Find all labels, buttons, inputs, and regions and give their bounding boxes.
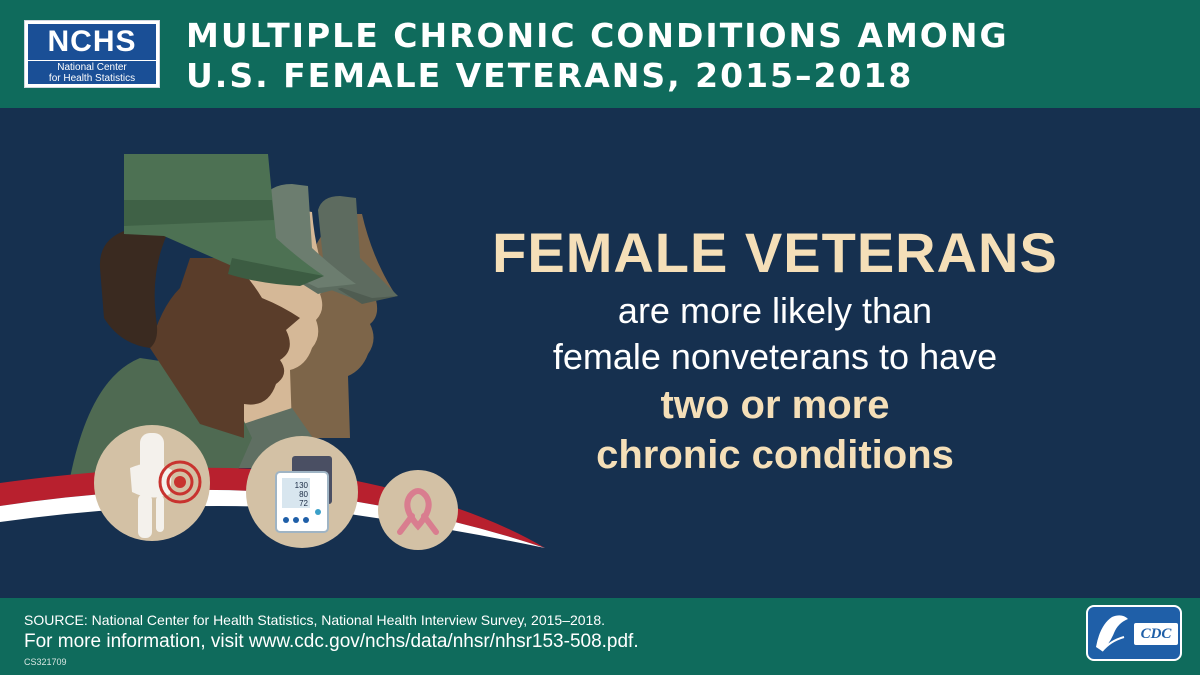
blood-pressure-monitor-icon: 130 80 72 — [246, 436, 358, 548]
bp-systolic: 130 — [295, 481, 309, 490]
header-bar: NCHS National Center for Health Statisti… — [0, 0, 1200, 108]
knee-joint-pain-icon — [94, 425, 210, 541]
emphasis-line-1: two or more — [660, 383, 890, 427]
more-info-link[interactable]: For more information, visit www.cdc.gov/… — [24, 631, 639, 652]
page-title: MULTIPLE CHRONIC CONDITIONS AMONG U.S. F… — [186, 16, 1026, 96]
headline: FEMALE VETERANS — [492, 221, 1058, 284]
veterans-illustration: 130 80 72 — [0, 154, 545, 550]
cdc-logo[interactable]: CDC — [1086, 605, 1182, 661]
title-line-1: MULTIPLE CHRONIC CONDITIONS AMONG — [186, 16, 1009, 55]
nchs-logo-line1: National Center — [57, 62, 127, 73]
bp-diastolic: 80 — [299, 490, 308, 499]
hhs-eagle-icon — [1096, 615, 1128, 652]
title-line-2: U.S. FEMALE VETERANS, 2015–2018 — [186, 56, 914, 95]
cdc-logo-text: CDC — [1134, 623, 1178, 645]
main-message: FEMALE VETERANS are more likely than fem… — [440, 218, 1110, 480]
document-code: CS321709 — [24, 657, 67, 667]
nchs-logo-line2: for Health Statistics — [48, 73, 136, 84]
message-line-1: are more likely than — [617, 290, 933, 331]
footer-bar: SOURCE: National Center for Health Stati… — [0, 598, 1200, 675]
emphasis-line-2: chronic conditions — [596, 433, 954, 477]
awareness-ribbon-icon — [378, 470, 458, 550]
nchs-logo: NCHS National Center for Health Statisti… — [24, 20, 160, 88]
nchs-logo-subtitle: National Center for Health Statistics — [28, 61, 156, 84]
source-note: SOURCE: National Center for Health Stati… — [24, 612, 606, 628]
nchs-logo-name: NCHS — [28, 24, 156, 60]
bp-pulse: 72 — [299, 499, 308, 508]
veteran-silhouettes-icon — [70, 154, 398, 488]
message-line-2: female nonveterans to have — [552, 336, 998, 377]
